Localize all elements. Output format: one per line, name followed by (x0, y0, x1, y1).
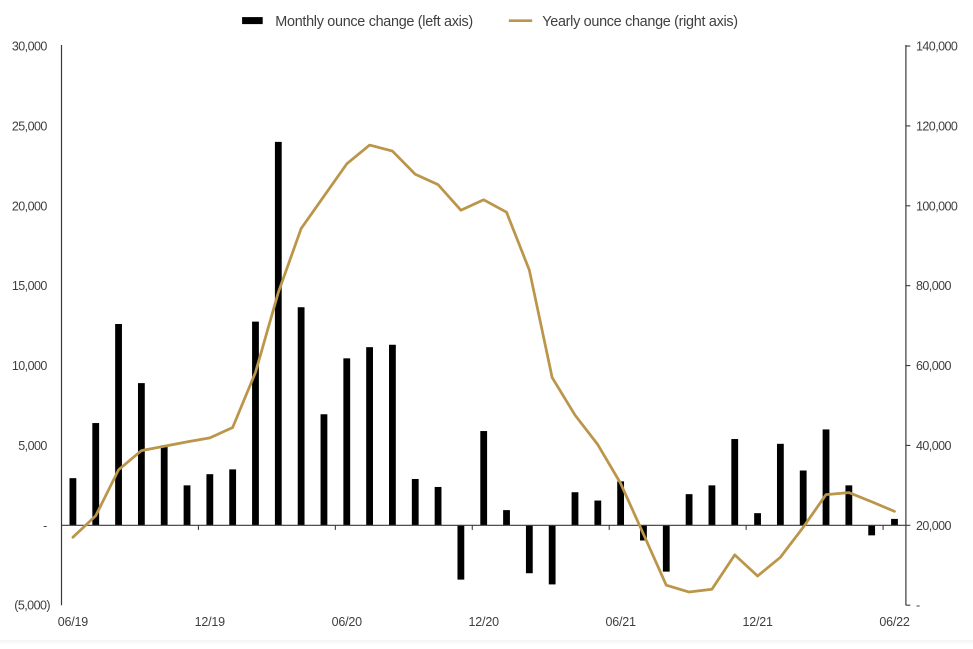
svg-text:25,000: 25,000 (12, 119, 48, 133)
svg-text:140,000: 140,000 (916, 40, 958, 54)
svg-text:5,000: 5,000 (18, 439, 47, 453)
svg-text:12/21: 12/21 (742, 615, 773, 629)
svg-text:12/19: 12/19 (195, 615, 226, 629)
svg-text:-: - (916, 599, 920, 613)
svg-text:60,000: 60,000 (916, 359, 952, 373)
svg-text:20,000: 20,000 (916, 519, 952, 533)
svg-text:06/22: 06/22 (879, 615, 910, 629)
svg-text:20,000: 20,000 (12, 199, 48, 213)
svg-text:Monthly ounce change (left axi: Monthly ounce change (left axis) (275, 14, 473, 30)
svg-text:100,000: 100,000 (916, 199, 958, 213)
svg-text:10,000: 10,000 (12, 359, 48, 373)
svg-text:80,000: 80,000 (916, 279, 952, 293)
svg-text:40,000: 40,000 (916, 439, 952, 453)
svg-text:06/19: 06/19 (58, 615, 89, 629)
svg-text:12/20: 12/20 (469, 615, 500, 629)
svg-text:06/21: 06/21 (605, 615, 636, 629)
svg-text:(5,000): (5,000) (14, 599, 50, 613)
svg-text:120,000: 120,000 (916, 119, 958, 133)
svg-text:15,000: 15,000 (12, 279, 48, 293)
svg-text:06/20: 06/20 (332, 615, 363, 629)
svg-text:Yearly ounce change (right axi: Yearly ounce change (right axis) (542, 14, 737, 30)
svg-text:30,000: 30,000 (12, 40, 48, 54)
svg-text:-: - (43, 519, 47, 533)
